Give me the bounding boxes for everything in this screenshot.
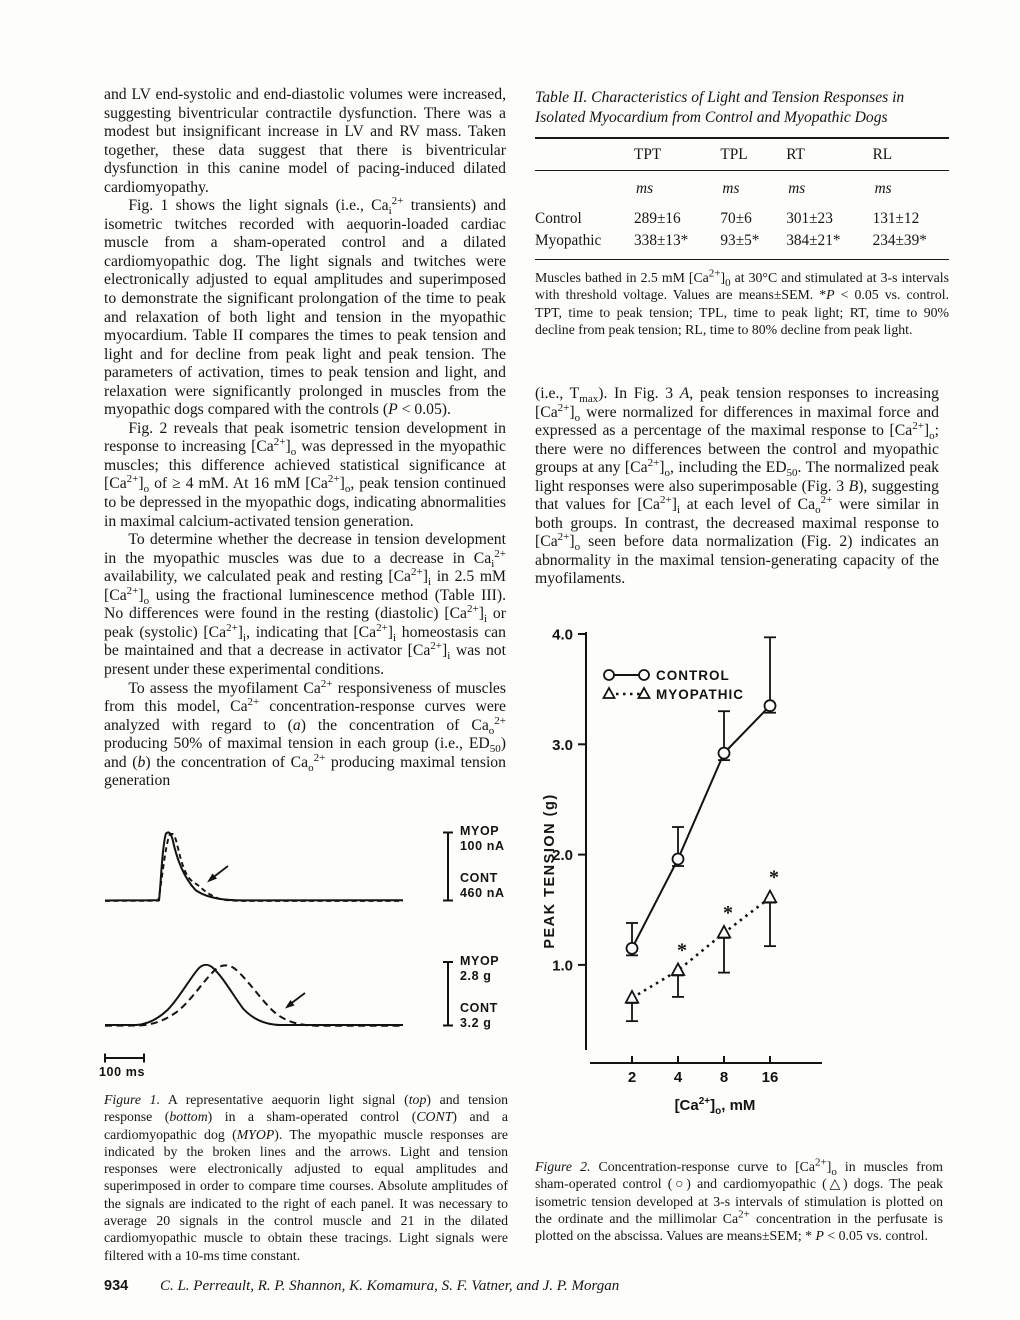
x-tick-label: 2 [628,1069,636,1086]
arrow-head [207,873,217,883]
page-number: 934 [104,1278,129,1294]
significance-asterisk: * [723,902,733,924]
row-label: Myopathic [535,232,602,249]
y-tick-label: 3.0 [552,737,573,754]
data-point-circle [717,746,731,760]
figure-1-traces: MYOP 100 nA CONT 460 nA MYOP 2.8 g CONT … [88,812,513,1090]
significance-asterisk: * [769,867,779,889]
scale-value-myop: 2.8 g [460,969,492,983]
table-units-row: ms ms ms ms [535,171,949,209]
caption-text: Figure 1. A representative aequorin ligh… [104,1092,508,1263]
page-footer: 934 C. L. Perreault, R. P. Shannon, K. K… [104,1278,934,1295]
table-2: TPT TPL RT RL ms ms ms ms Control 289±16 [535,137,949,260]
paragraph: To assess the myofilament Ca2+ responsiv… [104,677,507,790]
table-cell: 289±16 [634,210,681,227]
y-tick-label: 2.0 [552,847,573,864]
legend-triangle-marker [601,686,617,699]
data-point-circle [763,699,777,713]
paragraph: (i.e., Tmax). In Fig. 3 A, peak tension … [535,385,939,588]
arrow-head [285,1000,295,1009]
series-line-myopathic [631,896,771,1000]
y-tick-label: 1.0 [552,957,573,974]
y-tick-label: 4.0 [552,627,573,644]
table-cell: 234±39* [872,232,927,249]
table-cell [535,171,624,209]
tension-trace-myopathic [104,964,403,1027]
table-2-footnote: Muscles bathed in 2.5 mM [Ca2+]0 at 30°C… [535,267,950,337]
significance-asterisk: * [677,939,687,961]
tension-scale-bar [443,961,453,1027]
table-cell: 70±6 [720,210,752,227]
left-column: and LV end-systolic and end-diastolic vo… [104,86,506,791]
data-point-triangle [624,989,640,1004]
table-cell: 301±23 [786,210,833,227]
table-header-cell: TPL [710,138,777,171]
figure-1-plot [104,831,453,1063]
light-trace-myopathic [104,832,403,902]
light-scale-bar [443,831,453,902]
data-point-triangle [670,961,686,976]
tension-trace-control [105,963,403,1026]
table-header-cell: RL [862,138,949,171]
table-cell: 131±12 [872,210,920,227]
table-cell: ms [636,180,654,197]
light-trace-control [104,831,404,902]
right-column: (i.e., Tmax). In Fig. 3 A, peak tension … [535,385,939,589]
table-cell: 384±21* [786,232,841,249]
paragraph: Fig. 2 reveals that peak isometric tensi… [104,419,507,530]
caption-text: Figure 2. Concentration-response curve t… [535,1156,943,1244]
scale-label-myop: MYOP [460,954,500,968]
time-scale-label: 100 ms [99,1065,145,1079]
scale-label-cont: CONT [460,1001,498,1015]
paragraph: and LV end-systolic and end-diastolic vo… [104,86,506,196]
scale-label-myop: MYOP [460,824,500,838]
x-tick-label: 4 [674,1069,683,1086]
table-header-cell [535,138,625,171]
table-row: Control 289±16 70±6 301±23 131±12 [535,208,949,230]
table-cell: 93±5* [720,232,760,249]
x-tick-label: 8 [720,1069,728,1086]
paragraph: Fig. 1 shows the light signals (i.e., Ca… [104,195,506,419]
figure-2-chart: 1.0 2.0 3.0 4.0 2 4 8 16 CONTROL MYOPATHIC * * * PEA… [535,610,985,1155]
series-line-control [631,704,771,949]
data-point-circle [671,852,685,866]
figure-2-caption: Figure 2. Concentration-response curve t… [535,1156,943,1244]
data-point-triangle [716,924,732,939]
data-point-triangle [762,888,778,904]
table-2-title: Table II. Characteristics of Light and T… [535,89,905,126]
table-header-row: TPT TPL RT RL [535,138,949,171]
time-scale-bar [104,1053,145,1063]
scale-value-cont: 3.2 g [460,1016,492,1030]
scale-value-cont: 460 nA [460,886,505,900]
paragraph: To determine whether the decrease in ten… [104,531,506,678]
y-axis-label: PEAK TENSION (g) [542,793,558,949]
table-cell: ms [722,180,740,197]
table-cell: ms [788,180,806,197]
table-header-cell: RT [776,138,863,171]
scale-label-cont: CONT [460,871,498,885]
x-axis-label: [Ca2+]o, mM [674,1096,756,1117]
figure-2-plot: 1.0 2.0 3.0 4.0 2 4 8 16 CONTROL MYOPATHIC * * * [552,627,822,1086]
legend-circle-marker [638,669,650,681]
legend-circle-marker [603,669,615,681]
legend-label: CONTROL [656,668,730,683]
legend-label: MYOPATHIC [656,687,744,702]
table-cell: 338±13* [634,232,689,249]
footer-authors: C. L. Perreault, R. P. Shannon, K. Komam… [159,1278,620,1294]
figure-1-caption: Figure 1. A representative aequorin ligh… [104,1091,508,1264]
table-cell: ms [874,180,892,197]
x-tick-label: 16 [762,1069,779,1086]
data-point-circle [625,941,639,955]
table-row: Myopathic 338±13* 93±5* 384±21* 234±39* [535,230,949,260]
scale-value-myop: 100 nA [460,839,505,853]
table-2-block: Table II. Characteristics of Light and T… [535,88,949,338]
table-header-cell: TPT [624,138,711,171]
legend-triangle-marker [636,686,652,699]
row-label: Control [535,210,582,227]
